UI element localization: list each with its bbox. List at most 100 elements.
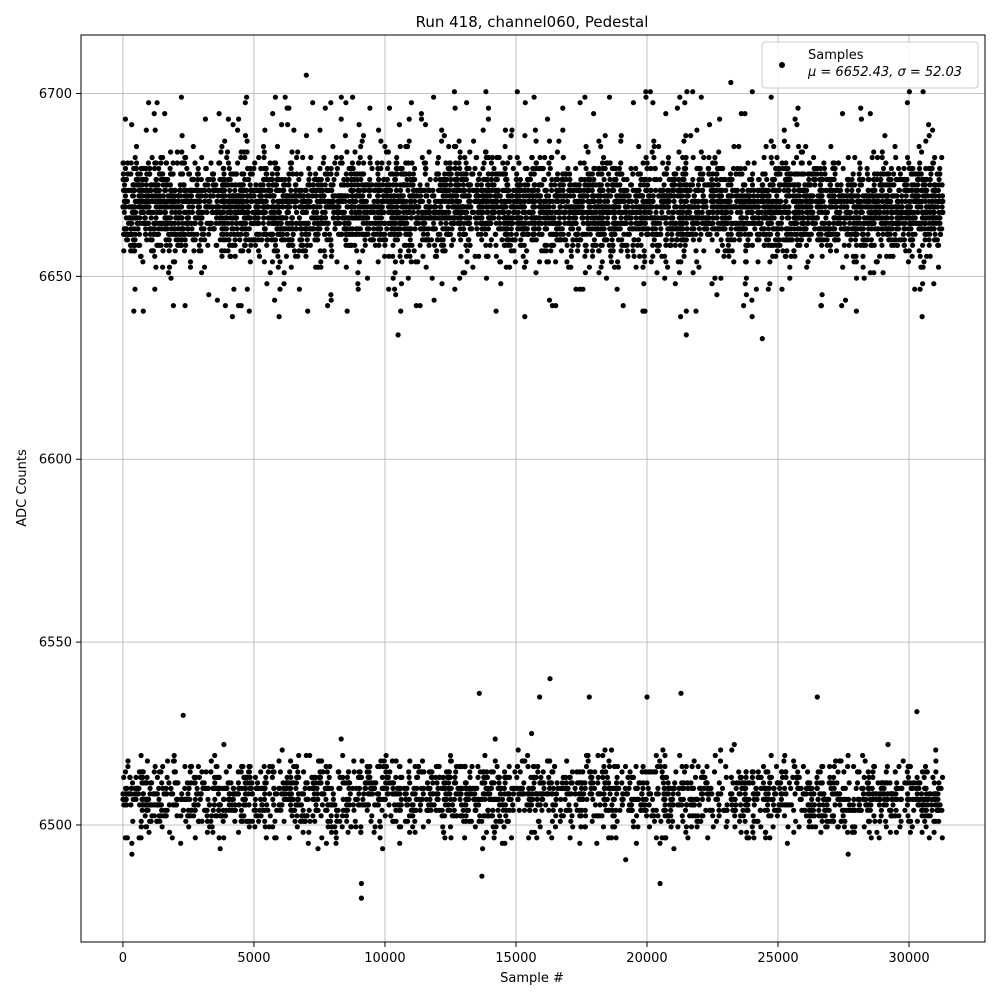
data-point [362,242,368,248]
data-point [333,154,339,161]
data-point [664,215,670,221]
data-point [269,259,276,265]
data-point [901,165,907,172]
data-point [313,171,319,177]
data-point [876,193,883,199]
data-point [317,165,323,172]
data-point [299,237,305,243]
data-point [818,226,824,232]
data-point [430,187,436,193]
data-point [724,209,730,215]
data-point [464,215,470,221]
data-point [893,176,899,183]
data-point [493,253,499,259]
data-point [647,176,653,183]
data-point [130,182,136,188]
data-point [584,231,590,237]
data-point [749,242,756,248]
data-point [248,242,254,248]
data-point [765,226,772,232]
data-point [585,226,591,232]
data-point [249,198,255,204]
data-point [546,171,552,177]
data-point [335,215,341,221]
data-point [419,237,426,243]
data-point [150,231,156,237]
data-point [227,215,234,221]
data-point [239,220,245,226]
data-point [398,187,404,193]
data-point [202,237,208,243]
data-point [537,193,544,199]
data-point [787,193,793,199]
data-point [310,204,316,210]
data-point [163,160,170,166]
data-point [645,226,651,232]
data-point [375,193,381,199]
data-point [822,204,828,210]
data-point [182,237,188,243]
data-point [591,198,597,204]
data-point [794,220,800,226]
data-point [217,215,223,221]
data-point [287,193,293,199]
data-point [331,176,337,183]
data-point [500,160,506,166]
data-point [735,193,741,199]
data-point [403,198,409,204]
data-point [717,193,723,199]
data-point [762,215,768,221]
data-point [640,198,646,204]
data-point [147,187,153,193]
data-point [443,182,449,188]
data-point [526,209,532,215]
data-point [433,204,439,210]
data-point [932,231,938,237]
data-point [256,154,262,161]
data-point [635,187,641,193]
data-point [642,220,649,226]
data-point [812,226,818,232]
data-point [674,187,681,193]
data-point [850,171,856,177]
data-point [344,176,350,183]
data-point [262,226,268,232]
data-point [517,176,524,183]
data-point [861,275,867,281]
data-point [807,231,814,237]
data-point [434,160,441,166]
data-point [283,253,289,259]
data-point [207,226,213,232]
data-point [728,231,734,237]
data-point [564,242,570,248]
data-point [583,165,589,172]
data-point [618,198,624,204]
data-point [712,160,718,166]
data-point [719,209,725,215]
data-point [723,176,729,183]
data-point [400,182,406,188]
data-point [289,149,295,155]
data-point [247,182,253,188]
data-point [793,198,799,204]
data-point [132,154,138,161]
data-point [869,154,875,161]
data-point [906,187,912,193]
data-point [765,187,771,193]
data-point [371,226,377,232]
data-point [521,242,527,248]
data-point [173,215,179,221]
data-point [586,204,592,210]
data-point [590,193,596,199]
data-point [847,220,853,226]
data-point [553,198,560,204]
data-point [803,226,809,232]
data-point [422,226,428,232]
data-point [426,242,432,248]
data-point [247,215,253,221]
data-point [602,193,608,199]
data-point [585,149,591,155]
data-point [871,176,877,183]
data-point [939,154,945,161]
